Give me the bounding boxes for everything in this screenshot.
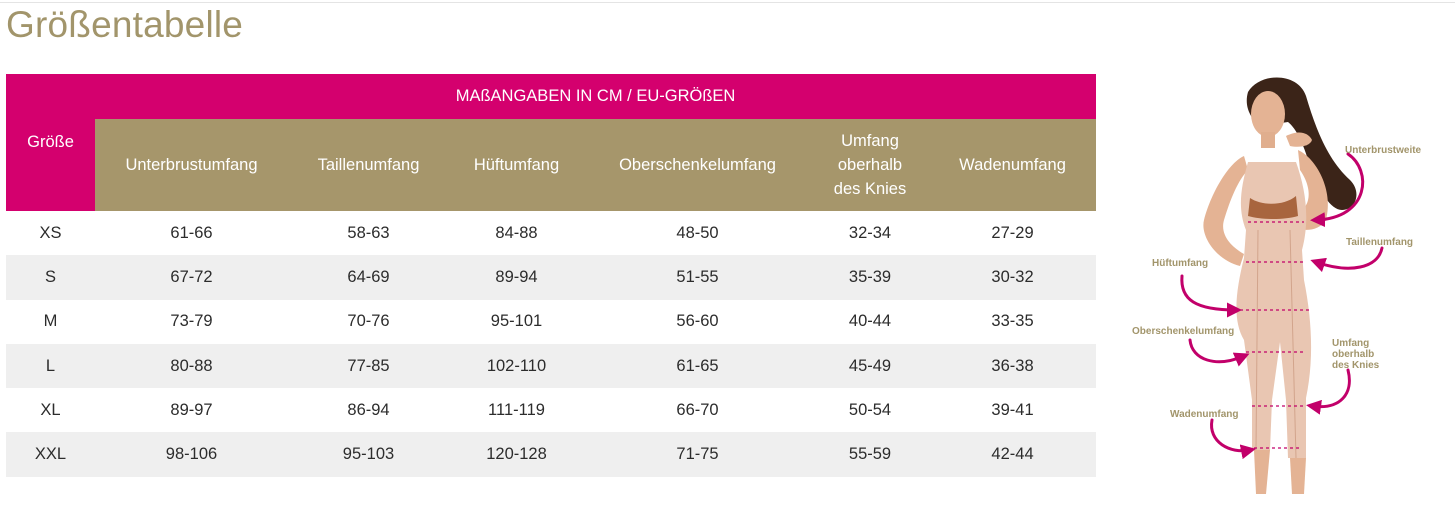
value-cell: 33-35 — [929, 299, 1097, 344]
value-cell: 36-38 — [929, 343, 1097, 389]
table-row: XS 61-66 58-63 84-88 48-50 32-34 27-29 — [6, 211, 1097, 256]
value-cell: 35-39 — [811, 255, 929, 300]
value-cell: 84-88 — [449, 211, 584, 256]
top-divider — [0, 2, 1455, 3]
value-cell: 95-103 — [288, 432, 449, 477]
column-header-calf: Wadenumfang — [929, 119, 1097, 211]
value-cell: 66-70 — [584, 388, 811, 433]
value-cell: 71-75 — [584, 432, 811, 477]
label-hip: Hüftumfang — [1152, 258, 1208, 269]
size-cell: S — [6, 255, 95, 300]
label-waist: Taillenumfang — [1346, 237, 1413, 248]
table-row: M 73-79 70-76 95-101 56-60 40-44 33-35 — [6, 299, 1097, 344]
value-cell: 102-110 — [449, 343, 584, 389]
value-cell: 77-85 — [288, 343, 449, 389]
table-row: XXL 98-106 95-103 120-128 71-75 55-59 42… — [6, 432, 1097, 477]
value-cell: 55-59 — [811, 432, 929, 477]
size-cell: XXL — [6, 432, 95, 477]
column-header-above-knee-line: Umfang — [841, 132, 899, 150]
value-cell: 86-94 — [288, 388, 449, 433]
column-header-hip: Hüftumfang — [449, 119, 584, 211]
column-header-waist: Taillenumfang — [288, 119, 449, 211]
value-cell: 39-41 — [929, 388, 1097, 433]
table-row: L 80-88 77-85 102-110 61-65 45-49 36-38 — [6, 343, 1097, 389]
size-column-header: Größe — [6, 74, 95, 211]
size-cell: M — [6, 299, 95, 344]
table-row: XL 89-97 86-94 111-119 66-70 50-54 39-41 — [6, 388, 1097, 433]
label-calf: Wadenumfang — [1170, 409, 1239, 420]
value-cell: 89-97 — [95, 388, 288, 433]
value-cell: 67-72 — [95, 255, 288, 300]
value-cell: 27-29 — [929, 211, 1097, 256]
body-measurement-figure: Unterbrustweite Taillenumfang Hüftumfang… — [1132, 77, 1422, 494]
column-header-above-knee-line: oberhalb — [837, 156, 903, 174]
measurement-labels: Unterbrustweite Taillenumfang Hüftumfang… — [1132, 145, 1422, 420]
column-header-underbust: Unterbrustumfang — [95, 119, 288, 211]
value-cell: 70-76 — [288, 299, 449, 344]
value-cell: 56-60 — [584, 299, 811, 344]
value-cell: 30-32 — [929, 255, 1097, 300]
shapewear-bodysuit — [1236, 162, 1312, 459]
value-cell: 42-44 — [929, 432, 1097, 477]
value-cell: 120-128 — [449, 432, 584, 477]
label-knee: des Knies — [1332, 360, 1380, 371]
value-cell: 48-50 — [584, 211, 811, 256]
measurements-group-header: MAßANGABEN IN CM / EU-GRÖßEN — [95, 74, 1097, 119]
value-cell: 80-88 — [95, 343, 288, 389]
value-cell: 98-106 — [95, 432, 288, 477]
page-title: Größentabelle — [6, 4, 244, 45]
value-cell: 73-79 — [95, 299, 288, 344]
label-knee: Umfang — [1332, 338, 1369, 349]
value-cell: 50-54 — [811, 388, 929, 433]
size-chart-table: Größe MAßANGABEN IN CM / EU-GRÖßEN Unter… — [6, 74, 1097, 477]
label-knee: oberhalb — [1332, 349, 1374, 360]
measurement-illustration: Unterbrustweite Taillenumfang Hüftumfang… — [1120, 70, 1455, 500]
value-cell: 40-44 — [811, 299, 929, 344]
legs-shape — [1254, 450, 1306, 494]
face-shape — [1251, 91, 1285, 148]
measurement-lines — [1240, 221, 1310, 449]
value-cell: 61-65 — [584, 343, 811, 389]
value-cell: 45-49 — [811, 343, 929, 389]
value-cell: 32-34 — [811, 211, 929, 256]
column-header-above-knee: Umfang oberhalb des Knies — [811, 119, 929, 211]
column-header-above-knee-line: des Knies — [833, 180, 907, 198]
value-cell: 51-55 — [584, 255, 811, 300]
size-cell: XL — [6, 388, 95, 433]
size-cell: XS — [6, 211, 95, 256]
value-cell: 111-119 — [449, 388, 584, 433]
value-cell: 89-94 — [449, 255, 584, 300]
column-header-thigh: Oberschenkelumfang — [584, 119, 811, 211]
table-row: S 67-72 64-69 89-94 51-55 35-39 30-32 — [6, 255, 1097, 300]
value-cell: 64-69 — [288, 255, 449, 300]
value-cell: 58-63 — [288, 211, 449, 256]
label-thigh: Oberschenkelumfang — [1132, 326, 1234, 337]
value-cell: 95-101 — [449, 299, 584, 344]
value-cell: 61-66 — [95, 211, 288, 256]
measurement-arrows — [1180, 152, 1384, 460]
size-cell: L — [6, 343, 95, 389]
label-underbust: Unterbrustweite — [1345, 145, 1422, 156]
